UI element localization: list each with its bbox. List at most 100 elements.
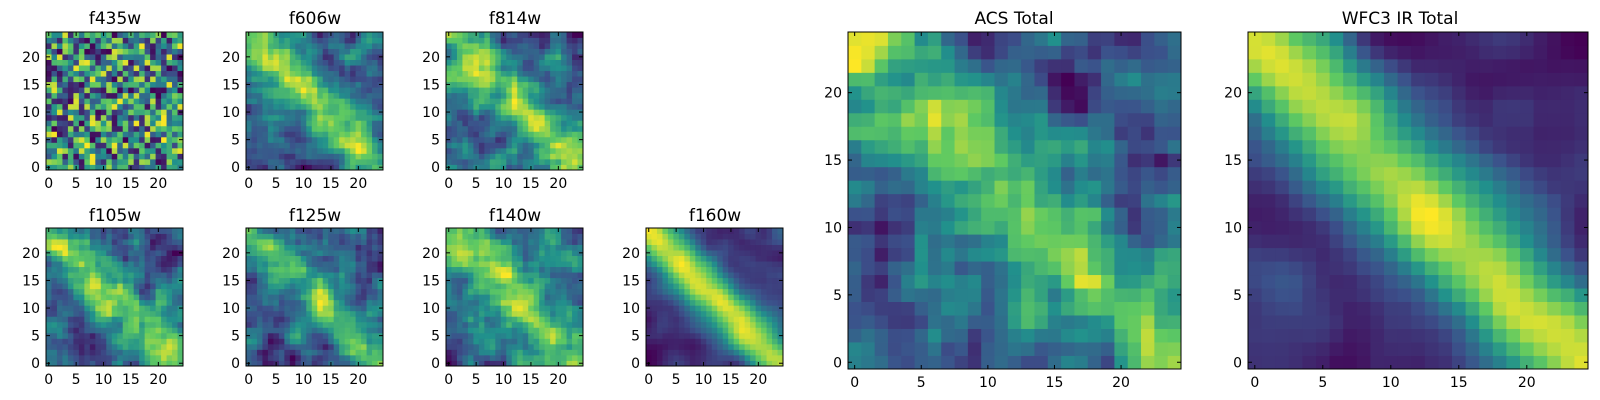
heatmap-cell xyxy=(295,272,302,279)
heatmap-cell xyxy=(555,120,562,127)
heatmap-cell xyxy=(122,98,129,105)
heatmap-cell xyxy=(967,207,982,222)
heatmap-cell xyxy=(251,288,258,295)
heatmap-cell xyxy=(100,65,107,72)
heatmap-cell xyxy=(522,343,529,350)
heatmap-cell xyxy=(139,294,146,301)
x-tick-label: 0 xyxy=(44,176,53,192)
heatmap-cell xyxy=(446,76,452,83)
heatmap-cell xyxy=(51,103,58,110)
heatmap-cell xyxy=(539,332,546,339)
heatmap-cell xyxy=(311,59,318,66)
heatmap-cell xyxy=(1074,247,1089,262)
heatmap-cell xyxy=(150,37,156,44)
heatmap-cell xyxy=(155,244,162,251)
heatmap-cell xyxy=(62,244,69,251)
heatmap-cell xyxy=(462,81,469,88)
heatmap-cell xyxy=(117,103,124,110)
heatmap-cell xyxy=(166,228,173,234)
heatmap-cell xyxy=(489,81,496,88)
heatmap-cell xyxy=(306,343,313,350)
heatmap-cell xyxy=(333,81,340,88)
heatmap-cell xyxy=(684,261,691,268)
heatmap-cell xyxy=(566,277,573,284)
heatmap-cell xyxy=(473,310,480,317)
heatmap-cell xyxy=(350,87,356,94)
heatmap-cell xyxy=(577,87,584,94)
heatmap-cell xyxy=(706,316,713,323)
heatmap-cell xyxy=(251,37,258,44)
heatmap-cell xyxy=(289,360,296,367)
heatmap-cell xyxy=(317,239,324,245)
heatmap-cell xyxy=(344,321,351,328)
heatmap-cell xyxy=(750,332,756,339)
heatmap-cell xyxy=(100,233,107,240)
heatmap-cell xyxy=(100,120,107,127)
heatmap-cell xyxy=(473,48,480,55)
heatmap-cell xyxy=(256,228,263,234)
heatmap-cell xyxy=(133,343,140,350)
heatmap-cell xyxy=(350,299,356,306)
heatmap-cell xyxy=(284,360,291,367)
heatmap-cell xyxy=(278,360,285,367)
heatmap-cell xyxy=(67,142,74,149)
heatmap-cell xyxy=(295,120,302,127)
heatmap-cell xyxy=(155,48,162,55)
heatmap-cell xyxy=(967,261,982,276)
heatmap-cell xyxy=(577,103,584,110)
heatmap-cell xyxy=(355,43,362,49)
heatmap-cell xyxy=(467,255,474,262)
heatmap-cell xyxy=(284,316,291,323)
heatmap-cell xyxy=(1154,301,1169,316)
heatmap-cell xyxy=(662,283,669,290)
heatmap-cell xyxy=(51,81,58,88)
heatmap-cell xyxy=(78,288,85,295)
heatmap-cell xyxy=(278,332,285,339)
heatmap-cell xyxy=(322,244,329,251)
heatmap-cell xyxy=(772,261,778,268)
heatmap-cell xyxy=(561,131,567,138)
heatmap-cell xyxy=(306,120,313,127)
heatmap-cell xyxy=(300,54,307,60)
heatmap-cell xyxy=(566,255,573,262)
heatmap-cell xyxy=(728,266,735,273)
heatmap-cell xyxy=(473,338,480,345)
heatmap-cell xyxy=(954,274,969,289)
heatmap-cell xyxy=(544,360,551,367)
heatmap-cell xyxy=(500,131,507,138)
heatmap-cell xyxy=(462,158,469,165)
heatmap-cell xyxy=(306,316,313,323)
heatmap-cell xyxy=(500,92,507,99)
heatmap-cell xyxy=(89,32,96,38)
heatmap-cell xyxy=(106,250,113,256)
heatmap-cell xyxy=(755,294,762,301)
heatmap-cell xyxy=(761,233,767,240)
heatmap-cell xyxy=(446,92,452,99)
heatmap-cell xyxy=(111,305,118,312)
heatmap-cell xyxy=(84,32,91,38)
heatmap-cell xyxy=(456,164,463,171)
heatmap-cell xyxy=(462,59,469,66)
heatmap-cell xyxy=(172,272,178,279)
heatmap-cell xyxy=(467,120,474,127)
heatmap-cell xyxy=(484,316,491,323)
heatmap-cell xyxy=(766,239,773,245)
heatmap-cell xyxy=(484,239,491,245)
heatmap-cell xyxy=(566,360,573,367)
heatmap-cell xyxy=(361,283,367,290)
heatmap-cell xyxy=(306,228,313,234)
heatmap-cell xyxy=(533,327,540,334)
heatmap-cell xyxy=(300,305,307,312)
heatmap-cell xyxy=(89,136,96,143)
heatmap-cell xyxy=(295,261,302,268)
heatmap-cell xyxy=(295,310,302,317)
heatmap-cell xyxy=(144,294,151,301)
heatmap-cell xyxy=(566,283,573,290)
heatmap-cell xyxy=(478,343,485,350)
heatmap-cell xyxy=(994,166,1009,181)
heatmap-cell xyxy=(273,125,280,132)
heatmap-cell xyxy=(95,360,102,367)
heatmap-cell xyxy=(467,321,474,328)
heatmap-cell xyxy=(572,120,578,127)
heatmap-cell xyxy=(489,109,496,116)
